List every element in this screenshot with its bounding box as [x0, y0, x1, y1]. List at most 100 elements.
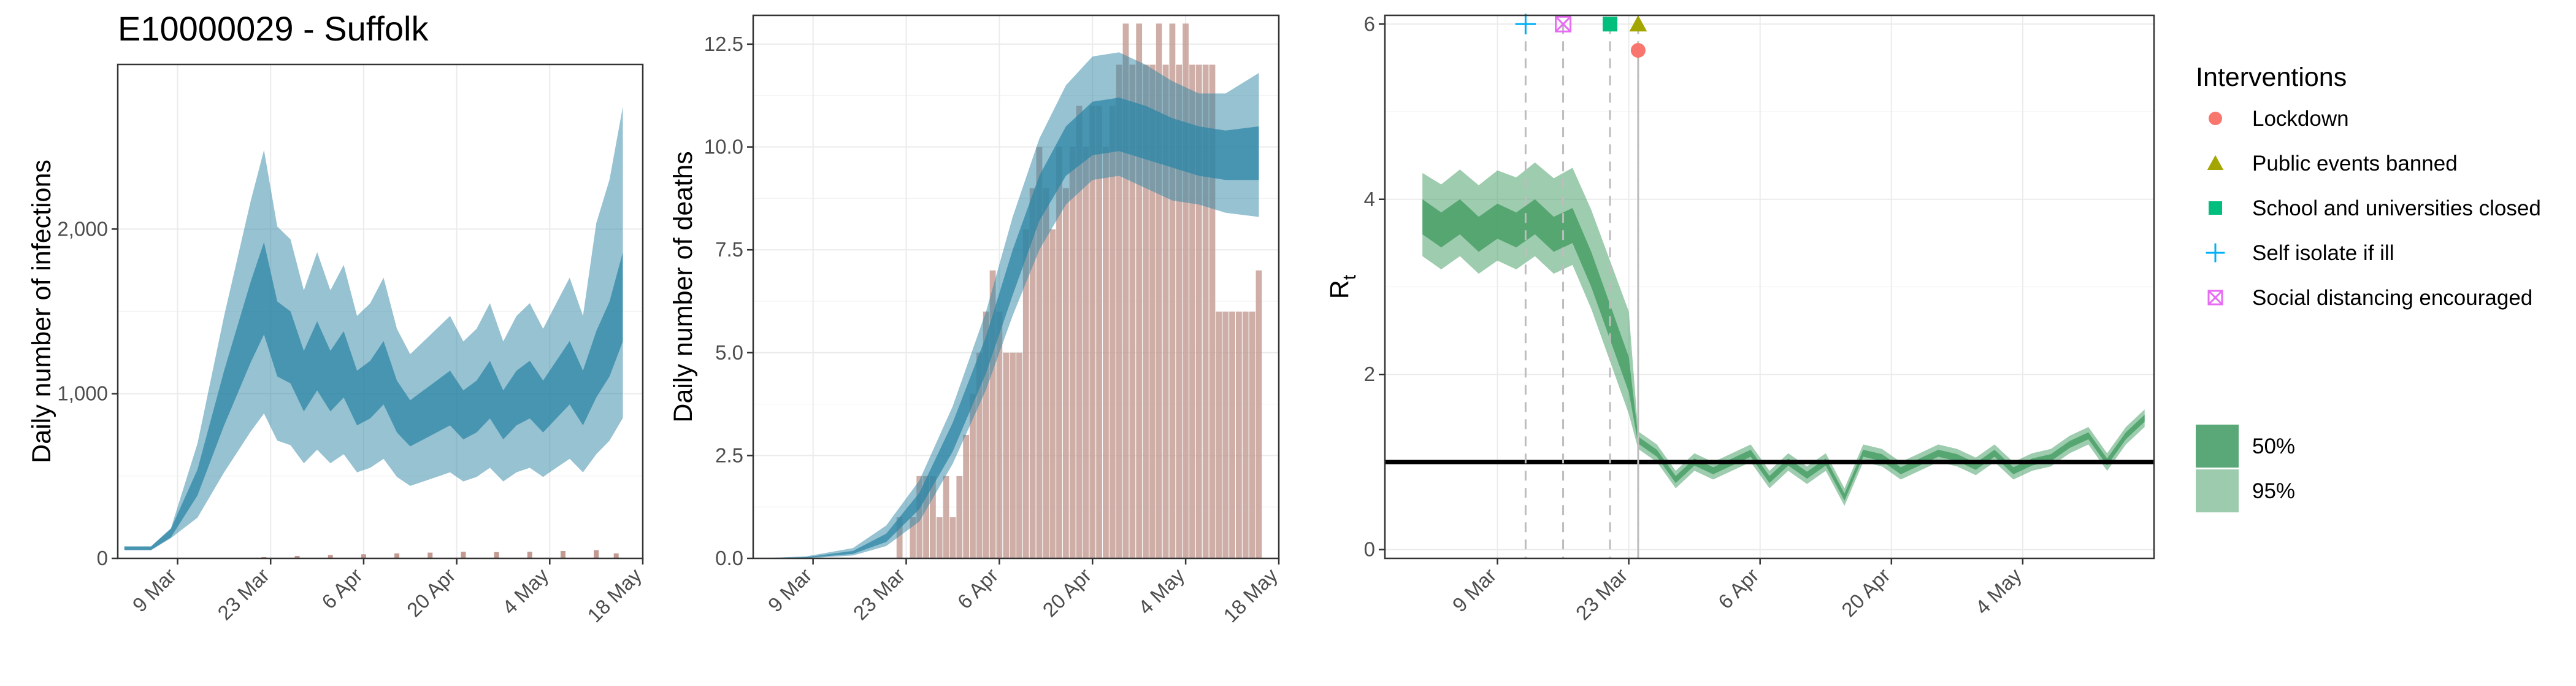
legend-band-label: 95%: [2252, 479, 2295, 503]
deaths-bar: [1162, 64, 1169, 559]
p3-2-xtick-label: 23 Mar: [1571, 564, 1632, 625]
p3-2-xtick-label: 6 Apr: [1714, 564, 1763, 614]
legend-band-swatch: [2196, 425, 2239, 468]
deaths-bar: [1136, 23, 1143, 558]
deaths-bar: [1029, 188, 1036, 558]
deaths-bar: [996, 311, 1003, 558]
deaths-bar: [1195, 64, 1202, 559]
deaths-bar: [1202, 64, 1209, 559]
p2-1-border: [752, 14, 1280, 560]
p2-1-xtick-label: 23 Mar: [849, 564, 910, 625]
deaths-bar: [1022, 229, 1029, 558]
p2-1-ytick-label: 12.5: [704, 33, 743, 55]
p2-1-xtick-label: 6 Apr: [953, 564, 1003, 614]
deaths-bar: [1176, 64, 1183, 559]
p1-0-border: [117, 63, 644, 560]
rt-band-50: [1422, 199, 2145, 501]
legend-item-label: Self isolate if ill: [2252, 241, 2394, 265]
p3-ylabel-text: R: [1325, 280, 1354, 299]
infections-deaths-bar: [394, 553, 400, 558]
deaths-bar: [949, 517, 956, 558]
infections-deaths-bar: [361, 554, 366, 558]
p2-1-ytick-label: 7.5: [715, 238, 743, 261]
p3-2-ytick-label: 0: [1364, 538, 1375, 561]
deaths-bar: [1003, 352, 1010, 558]
deaths-bar: [1169, 23, 1176, 558]
legend-item-label: Lockdown: [2252, 107, 2349, 131]
p2-1-xtick-label: 9 Mar: [764, 564, 816, 617]
deaths-bar: [1183, 23, 1189, 558]
deaths-bar: [1049, 229, 1056, 558]
legend-bands: 50% 95%: [2196, 425, 2295, 512]
p2-1-ytick-label: 0.0: [715, 547, 743, 569]
deaths-bar: [943, 476, 949, 558]
legend-marker-x2: [2207, 290, 2223, 306]
infections-band-50: [124, 242, 623, 550]
deaths-bar: [923, 476, 929, 558]
deaths-bar: [1255, 270, 1262, 558]
deaths-bar: [1242, 311, 1249, 558]
p2-1-ytick-label: 5.0: [715, 341, 743, 364]
deaths-bar: [1122, 23, 1129, 558]
infections-deaths-bar: [294, 555, 300, 558]
p3-2-ytick-label: 4: [1364, 188, 1375, 210]
deaths-bar: [1116, 64, 1122, 559]
deaths-bar: [1056, 147, 1062, 558]
infections-deaths-bar: [560, 550, 565, 558]
infections-panel: 0 1,000 2,000 9 Mar 23 Mar 6 Apr 20 Apr 4 May 18…: [27, 63, 646, 626]
p3-2-ytick-label: 2: [1364, 363, 1375, 385]
legend-title: Interventions: [2196, 63, 2347, 92]
legend-band-label: 50%: [2252, 434, 2295, 458]
p1-0-xtick-label: 18 May: [583, 563, 646, 626]
rt-panel: 0 2 4 6 9 Mar 23 Mar 6 Apr 20 Apr 4 May Rt: [1325, 12, 2155, 625]
deaths-bar: [930, 476, 936, 558]
deaths-bar: [1129, 64, 1136, 559]
deaths-bar: [1156, 23, 1162, 558]
deaths-bar: [1236, 311, 1242, 558]
legend-marker-circle: [2209, 112, 2222, 125]
legend: Interventions Lockdown Public events bann…: [2196, 63, 2541, 512]
p2-1-xtick-label: 4 May: [1133, 563, 1189, 619]
p1-0-ytick-label: 1,000: [57, 382, 108, 405]
p3-2-xtick-label: 9 Mar: [1448, 564, 1501, 617]
deaths-band-50: [759, 98, 1259, 559]
deaths-bar: [1149, 64, 1156, 559]
infections-deaths-bar: [594, 550, 599, 558]
intervention-marker-square: [1603, 17, 1618, 32]
p2-1-xtick-label: 20 Apr: [1038, 564, 1096, 622]
deaths-bar: [1076, 106, 1083, 558]
deaths-band-95: [759, 52, 1259, 559]
legend-item-label: Public events banned: [2252, 152, 2458, 175]
deaths-bar: [910, 517, 916, 558]
deaths-bar: [1089, 106, 1096, 558]
deaths-bar: [1143, 64, 1149, 559]
p1-0-xtick-label: 6 Apr: [317, 564, 367, 614]
infections-deaths-bar: [328, 555, 333, 558]
deaths-bar: [1036, 147, 1043, 558]
deaths-bar: [989, 270, 996, 558]
intervention-marker-triangle: [1629, 15, 1647, 32]
p1-ylabel-text: Daily number of infections: [27, 160, 56, 463]
deaths-bar: [936, 517, 943, 558]
deaths-bar: [1249, 311, 1255, 558]
deaths-bar: [976, 352, 983, 558]
rt-band-95: [1422, 162, 2145, 506]
intervention-marker-circle: [1630, 43, 1646, 58]
figure-title: E10000029 - Suffolk: [118, 9, 429, 48]
deaths-bar: [1016, 352, 1022, 558]
deaths-bar: [1010, 352, 1016, 558]
legend-marker-box: [2207, 290, 2223, 306]
p3-2-xtick-label: 20 Apr: [1837, 564, 1895, 622]
deaths-bar: [1096, 106, 1102, 558]
p1-ylabel: Daily number of infections: [27, 160, 56, 463]
deaths-bar: [1229, 311, 1235, 558]
p3-ylabel: Rt: [1325, 274, 1360, 299]
deaths-panel: 0.0 2.5 5.0 7.5 10.0 12.5 9 Mar 23 Mar 6 Apr 20 A…: [669, 14, 1282, 626]
infections-deaths-bar: [494, 552, 499, 558]
p2-ylabel-text: Daily number of deaths: [669, 151, 698, 422]
legend-item-label: Social distancing encouraged: [2252, 286, 2532, 310]
p2-1-ytick-label: 10.0: [704, 136, 743, 158]
p1-0-xtick-label: 23 Mar: [213, 564, 274, 625]
deaths-bar: [1216, 311, 1222, 558]
p3-2-ytick-label: 6: [1364, 12, 1375, 35]
